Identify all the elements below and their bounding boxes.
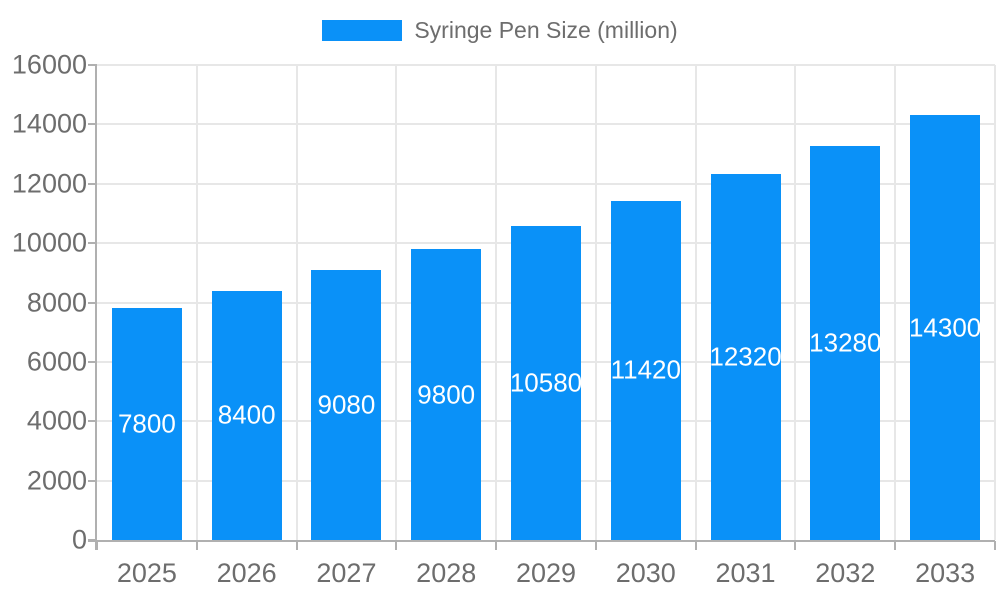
x-tick-label: 2026	[216, 558, 277, 588]
bar-value-label: 10580	[509, 367, 583, 398]
x-gridline	[794, 65, 797, 540]
y-axis-tick	[88, 64, 97, 66]
x-gridline	[395, 65, 398, 540]
x-gridline	[495, 65, 498, 540]
bar-value-label: 12320	[709, 341, 782, 372]
y-tick-label: 6000	[26, 346, 87, 377]
x-gridline	[594, 65, 597, 540]
x-axis-tick	[195, 541, 198, 550]
bar-2030[interactable]	[610, 200, 681, 540]
y-tick-label: 10000	[11, 227, 87, 258]
x-axis-tick	[495, 541, 498, 550]
y-tick-label: 8000	[26, 287, 87, 317]
y-tick-label: 4000	[26, 405, 87, 436]
bar-2032[interactable]	[810, 145, 881, 540]
bar-value-label: 9080	[317, 389, 376, 420]
y-tick-label: 2000	[26, 465, 87, 496]
y-axis-tick	[88, 123, 97, 126]
x-gridline	[295, 65, 298, 540]
x-axis-tick	[794, 541, 797, 550]
x-gridline	[894, 65, 897, 540]
y-axis-tick	[88, 242, 97, 245]
y-axis-tick	[88, 479, 97, 482]
legend-swatch-icon	[322, 19, 403, 41]
y-tick-label: 14000	[11, 108, 87, 139]
legend-label: Syringe Pen Size (million)	[414, 17, 678, 43]
chart-legend[interactable]: Syringe Pen Size (million)	[0, 16, 1000, 44]
x-gridline	[195, 65, 198, 540]
y-tick-label: 16000	[11, 49, 87, 80]
y-axis-tick	[88, 182, 97, 185]
x-tick-label: 2030	[615, 558, 676, 588]
bar-2028[interactable]	[411, 249, 482, 540]
y-axis-tick	[88, 360, 97, 363]
y-gridline	[97, 123, 995, 126]
bar-value-label: 13280	[809, 327, 882, 358]
bar-2026[interactable]	[211, 290, 282, 540]
bar-value-label: 7800	[117, 408, 176, 439]
bar-value-label: 14300	[908, 312, 982, 343]
y-axis-tick	[88, 301, 97, 304]
x-axis-tick	[994, 541, 996, 550]
y-gridline	[97, 64, 995, 66]
bar-value-label: 9800	[417, 379, 476, 410]
x-axis-line	[88, 540, 995, 542]
x-tick-label: 2027	[316, 558, 377, 588]
x-axis-tick	[594, 541, 597, 550]
x-tick-label: 2028	[416, 558, 477, 588]
bar-value-label: 8400	[217, 399, 276, 430]
x-axis-tick	[96, 541, 98, 550]
bar-2027[interactable]	[311, 270, 382, 540]
y-axis-tick	[88, 420, 97, 423]
x-tick-label: 2032	[815, 558, 876, 588]
bar-value-label: 11420	[610, 354, 681, 385]
y-tick-label: 0	[71, 524, 87, 555]
bar-2031[interactable]	[710, 174, 781, 540]
x-axis-tick	[295, 541, 298, 550]
bar-2025[interactable]	[111, 308, 182, 540]
bar-2033[interactable]	[910, 115, 981, 540]
x-tick-label: 2031	[715, 558, 776, 588]
x-axis-tick	[395, 541, 398, 550]
x-tick-label: 2033	[915, 558, 976, 588]
y-axis-line	[95, 65, 97, 550]
x-axis-tick	[694, 541, 697, 550]
x-tick-label: 2025	[116, 558, 177, 588]
x-tick-label: 2029	[515, 558, 577, 588]
y-gridline	[97, 182, 995, 185]
y-tick-label: 12000	[11, 168, 87, 199]
bar-2029[interactable]	[511, 225, 581, 540]
x-gridline	[994, 65, 996, 540]
x-axis-tick	[894, 541, 897, 550]
x-gridline	[694, 65, 697, 540]
